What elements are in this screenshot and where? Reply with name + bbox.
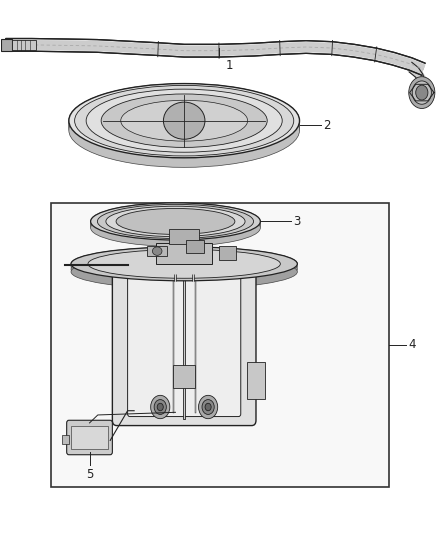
Ellipse shape — [88, 249, 280, 278]
Bar — [1, 38, 12, 51]
Ellipse shape — [74, 85, 294, 156]
Text: 2: 2 — [323, 119, 331, 132]
Ellipse shape — [97, 204, 254, 238]
Ellipse shape — [163, 102, 205, 139]
Ellipse shape — [86, 89, 282, 152]
Text: 5: 5 — [86, 468, 93, 481]
Ellipse shape — [106, 206, 245, 237]
Text: 4: 4 — [408, 338, 416, 351]
Ellipse shape — [69, 91, 300, 165]
Ellipse shape — [71, 249, 297, 284]
FancyBboxPatch shape — [169, 229, 199, 244]
Bar — [247, 362, 265, 399]
Ellipse shape — [91, 207, 260, 244]
Bar — [51, 203, 389, 487]
Ellipse shape — [91, 203, 260, 240]
Ellipse shape — [71, 252, 297, 286]
Ellipse shape — [71, 247, 297, 281]
Ellipse shape — [91, 209, 260, 246]
FancyBboxPatch shape — [186, 240, 204, 253]
Text: 3: 3 — [293, 215, 300, 228]
FancyBboxPatch shape — [113, 266, 256, 425]
Ellipse shape — [117, 265, 252, 278]
Text: 1: 1 — [226, 59, 233, 71]
Ellipse shape — [71, 255, 297, 289]
Ellipse shape — [121, 100, 247, 141]
Circle shape — [151, 395, 170, 419]
FancyBboxPatch shape — [156, 243, 212, 264]
Ellipse shape — [91, 205, 260, 242]
Ellipse shape — [152, 247, 162, 255]
Ellipse shape — [91, 203, 260, 240]
Circle shape — [198, 395, 218, 419]
Circle shape — [157, 403, 163, 411]
Circle shape — [202, 400, 214, 415]
Ellipse shape — [69, 86, 300, 160]
Ellipse shape — [69, 88, 300, 163]
Circle shape — [409, 77, 435, 109]
Ellipse shape — [101, 94, 267, 148]
Bar — [71, 425, 108, 449]
FancyBboxPatch shape — [147, 246, 167, 256]
Ellipse shape — [71, 247, 297, 281]
Circle shape — [205, 403, 211, 411]
Ellipse shape — [69, 93, 300, 167]
Bar — [12, 40, 36, 50]
Bar — [173, 365, 195, 389]
FancyBboxPatch shape — [67, 420, 113, 455]
Ellipse shape — [116, 208, 235, 235]
Circle shape — [416, 85, 428, 100]
Bar — [219, 246, 237, 260]
FancyBboxPatch shape — [127, 273, 241, 417]
Ellipse shape — [69, 84, 300, 158]
Circle shape — [412, 81, 431, 104]
Circle shape — [154, 400, 166, 415]
Ellipse shape — [69, 84, 300, 158]
Bar — [62, 434, 69, 444]
